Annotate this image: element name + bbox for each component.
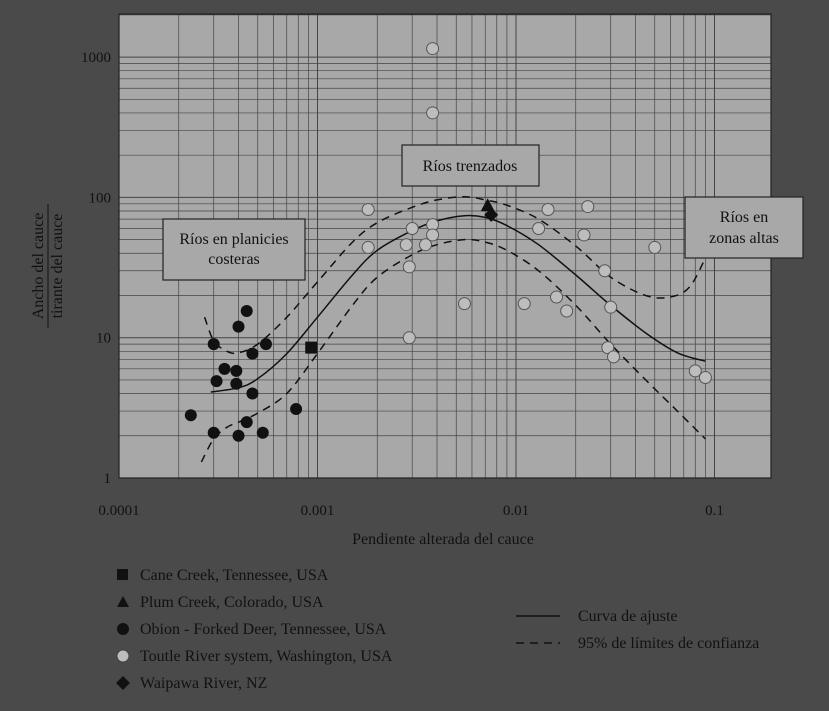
legend: Cane Creek, Tennessee, USA Plum Creek, C… <box>116 567 759 692</box>
legend-marker-diamond <box>116 676 130 690</box>
legend-label-fit-curve: Curva de ajuste <box>578 608 678 625</box>
legend-label-waipawa: Waipawa River, NZ <box>140 675 267 692</box>
y-tick-label: 10 <box>96 331 111 347</box>
annotation-planicies-line1: Ríos en planicies <box>179 231 288 248</box>
x-tick-label: 0.1 <box>705 503 724 519</box>
data-point-toutle <box>648 240 662 254</box>
data-point-toutle <box>402 260 416 274</box>
y-tick-label: 100 <box>89 190 112 206</box>
data-point-toutle <box>426 42 440 56</box>
data-point-toutle <box>581 200 595 214</box>
data-point-obion <box>232 320 245 333</box>
data-point-toutle <box>517 297 531 311</box>
legend-label-cane-creek: Cane Creek, Tennessee, USA <box>140 567 329 584</box>
data-point-toutle <box>601 341 615 355</box>
x-tick-label: 0.01 <box>503 503 529 519</box>
data-point-obion <box>230 377 243 390</box>
confidence-limit-curve <box>200 238 706 463</box>
data-point-cane-creek <box>305 341 318 354</box>
annotation-trenzados: Ríos trenzados <box>401 144 540 187</box>
legend-label-obion: Obion - Forked Deer, Tennessee, USA <box>140 621 387 638</box>
confidence-limit-curve <box>203 196 707 355</box>
data-point-toutle <box>698 371 712 385</box>
data-point-obion <box>218 362 231 375</box>
y-axis-title-bottom: tirante del cauce <box>49 214 66 319</box>
data-point-obion <box>246 387 259 400</box>
data-point-toutle <box>688 364 702 378</box>
annotation-planicies-line2: costeras <box>208 251 260 268</box>
data-point-obion <box>207 426 220 439</box>
data-point-toutle <box>418 238 432 252</box>
annotation-planicies: Ríos en planicies costeras <box>162 218 306 281</box>
data-point-obion <box>259 338 272 351</box>
annotation-altas: Ríos en zonas altas <box>684 196 804 259</box>
y-axis-title: Ancho del cauce tirante del cauce <box>30 204 66 328</box>
data-point-obion <box>184 409 197 422</box>
legend-label-plum-creek: Plum Creek, Colorado, USA <box>140 594 324 611</box>
legend-marker-triangle <box>117 596 129 607</box>
data-point-toutle <box>405 222 419 236</box>
x-tick-labels: 0.0001 0.001 0.01 0.1 <box>98 503 724 519</box>
data-point-toutle <box>402 331 416 345</box>
legend-marker-filled-circle <box>117 623 129 635</box>
data-point-toutle <box>550 290 564 304</box>
y-tick-labels: 1 10 100 1000 <box>81 50 111 487</box>
data-point-toutle <box>361 240 375 254</box>
data-point-obion <box>290 403 303 416</box>
data-point-toutle <box>457 297 471 311</box>
data-point-obion <box>240 304 253 317</box>
legend-marker-open-circle <box>116 649 130 663</box>
data-point-toutle <box>607 350 621 364</box>
annotation-altas-line2: zonas altas <box>709 230 779 247</box>
x-tick-label: 0.0001 <box>98 503 139 519</box>
data-point-toutle <box>541 202 555 216</box>
data-point-toutle <box>560 304 574 318</box>
data-points <box>184 42 712 442</box>
data-point-obion <box>256 426 269 439</box>
legend-label-toutle: Toutle River system, Washington, USA <box>140 648 393 665</box>
y-axis-title-top: Ancho del cauce <box>30 213 47 320</box>
data-point-obion <box>246 347 259 360</box>
data-point-obion <box>240 416 253 429</box>
legend-label-confidence: 95% de límites de confianza <box>578 635 759 652</box>
data-point-toutle <box>426 228 440 242</box>
data-point-toutle <box>604 300 618 314</box>
annotation-trenzados-line1: Ríos trenzados <box>423 158 518 175</box>
annotation-altas-line1: Ríos en <box>720 209 768 226</box>
x-tick-label: 0.001 <box>301 503 335 519</box>
data-point-toutle <box>361 202 375 216</box>
data-point-toutle <box>399 238 413 252</box>
data-point-obion <box>207 338 220 351</box>
data-point-toutle <box>532 222 546 236</box>
y-tick-label: 1 <box>104 471 112 487</box>
y-tick-label: 1000 <box>81 50 111 66</box>
data-point-toutle <box>598 264 612 278</box>
data-point-plum-creek <box>480 198 495 212</box>
data-point-obion <box>232 429 245 442</box>
data-point-toutle <box>426 106 440 120</box>
data-point-obion <box>210 375 223 388</box>
data-point-toutle <box>577 228 591 242</box>
data-point-obion <box>230 364 243 377</box>
x-axis-title: Pendiente alterada del cauce <box>352 531 534 548</box>
legend-marker-square <box>117 569 128 580</box>
data-point-waipawa <box>484 207 499 222</box>
